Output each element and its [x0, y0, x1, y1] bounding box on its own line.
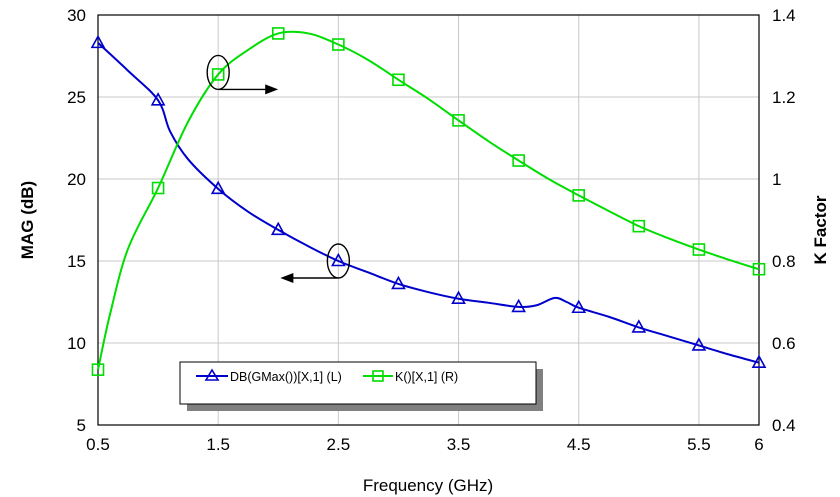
plot-frame — [97, 14, 760, 426]
marker-k — [91, 363, 105, 376]
legend-marker-gmax — [204, 368, 220, 381]
marker-k — [151, 181, 165, 195]
marker-gmax — [631, 319, 647, 333]
legend-box — [179, 361, 537, 405]
marker-gmax — [511, 298, 526, 313]
y-right-axis-title: K Factor — [811, 195, 830, 264]
marker-gmax — [210, 180, 226, 195]
y-left-tick-label: 20 — [67, 170, 86, 189]
marker-gmax — [270, 221, 286, 236]
marker-k — [692, 243, 706, 256]
annotation-ellipse — [206, 54, 230, 91]
y-right-tick-label: 1 — [772, 170, 781, 189]
y-left-tick-label: 25 — [67, 88, 86, 107]
marker-gmax — [150, 92, 166, 106]
x-tick-label: 1.5 — [206, 435, 230, 454]
y-left-tick-label: 10 — [67, 334, 86, 353]
x-tick-label: 6 — [754, 435, 763, 454]
marker-k — [512, 154, 525, 167]
marker-gmax — [451, 290, 466, 305]
y-right-tick-label: 1.4 — [772, 6, 796, 25]
y-right-tick-label: 0.4 — [772, 416, 796, 435]
x-tick-label: 3.5 — [447, 435, 471, 454]
y-left-tick-label: 5 — [77, 416, 86, 435]
x-tick-label: 2.5 — [327, 435, 351, 454]
y-left-tick-label: 30 — [67, 6, 86, 25]
marker-k — [392, 73, 405, 87]
x-tick-label: 0.5 — [86, 435, 110, 454]
marker-k — [332, 38, 345, 51]
legend: DB(GMax())[X,1] (L) K()[X,1] (R) — [179, 361, 543, 411]
annotations-layer — [206, 54, 351, 283]
annotation-ellipse — [326, 243, 351, 279]
marker-k — [572, 189, 586, 202]
series-line-gmax — [97, 42, 760, 364]
y-right-tick-label: 0.8 — [772, 252, 796, 271]
marker-k — [211, 68, 225, 81]
marker-gmax — [391, 275, 406, 290]
y-left-tick-label: 15 — [67, 252, 86, 271]
x-tick-label: 4.5 — [567, 435, 591, 454]
y-left-ticks: 5 10 15 20 25 30 — [67, 6, 86, 435]
x-ticks: 0.5 1.5 2.5 3.5 4.5 5.5 6 — [86, 435, 764, 454]
series-layer — [90, 27, 767, 376]
y-right-ticks: 0.4 0.6 0.8 1 1.2 1.4 — [772, 6, 796, 435]
marker-k — [271, 27, 285, 40]
marker-gmax — [331, 252, 346, 267]
legend-label-k: K()[X,1] (R) — [395, 370, 458, 384]
marker-gmax — [571, 299, 587, 314]
marker-k — [632, 219, 646, 233]
marker-k — [752, 262, 766, 276]
x-axis-title: Frequency (GHz) — [363, 476, 493, 495]
series-line-k — [97, 30, 760, 370]
annotation-arrow-head — [280, 273, 294, 283]
marker-gmax — [90, 34, 106, 49]
marker-k — [452, 114, 465, 127]
legend-marker-k — [372, 370, 384, 382]
y-left-axis-title: MAG (dB) — [18, 181, 37, 259]
y-right-tick-label: 0.6 — [772, 334, 796, 353]
marker-gmax — [751, 354, 767, 368]
legend-label-gmax: DB(GMax())[X,1] (L) — [230, 370, 342, 384]
marker-gmax — [691, 337, 707, 351]
y-right-tick-label: 1.2 — [772, 88, 796, 107]
x-tick-label: 5.5 — [687, 435, 711, 454]
annotation-arrow-head — [265, 84, 279, 95]
